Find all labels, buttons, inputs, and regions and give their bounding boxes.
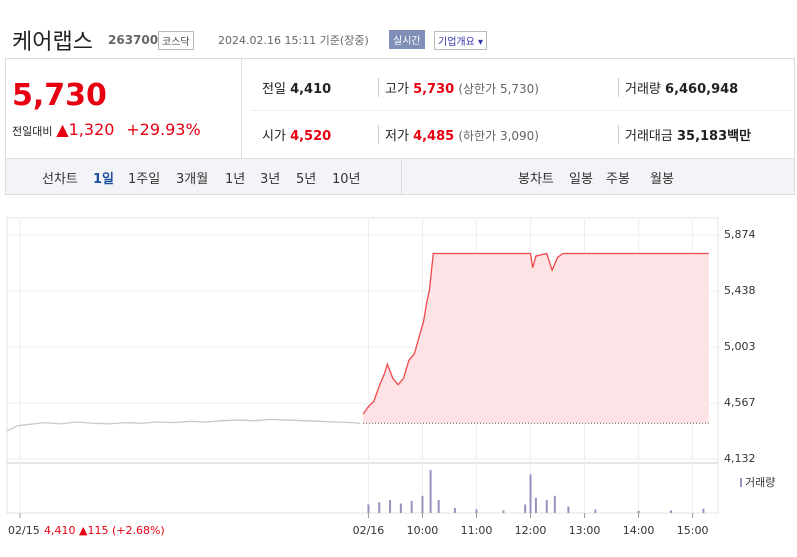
volume-bar [367,504,370,513]
overview-button[interactable]: 기업개요 ▾ [434,31,488,50]
period-tab[interactable]: 1년 [225,172,246,187]
plot-frame [6,217,719,514]
price-line [6,418,361,432]
volume-bar [594,509,597,513]
volume-bar [429,470,432,513]
x-tick-label: 14:00 [623,524,655,537]
stat-value: 5,730 [413,82,455,97]
realtime-badge: 실시간 [389,30,425,49]
stock-name: 케어랩스 [12,30,93,55]
volume-bar [378,502,381,513]
volume-bar [534,497,537,513]
change-row: 전일대비 ▲1,320 +29.93% [12,120,201,139]
divider [401,159,402,194]
volume-bar [637,510,640,513]
period-tab[interactable]: 1일 [93,172,115,187]
time: 2024.02.16 15:11 기준(장중) [218,34,369,47]
volume-bar [421,495,424,513]
stat-value: 4,520 [290,129,332,144]
stat-label: 전일 [262,82,286,97]
stat-label: 시가 [262,129,286,144]
volume-bar [529,474,532,513]
volume-bar [437,500,440,513]
legend-label: 거래량 [745,476,775,489]
stat: 저가 4,485 (하한가 3,090) [378,125,539,144]
x-tick-label: 02/15 [8,524,40,537]
y-tick-label: 4,567 [724,396,756,409]
market-badge: 코스닥 [158,31,194,50]
stat-value: 35,183 [676,129,728,144]
volume-bar [399,503,402,513]
stat-value: 6,460,948 [665,82,739,97]
percent: +29.93% [126,120,201,139]
x-tick-label: 12:00 [515,524,547,537]
stat: 거래량 6,460,948 [618,78,738,97]
volume-bar [524,504,527,513]
divider [252,110,792,111]
summary-change: ▲115 (+2.68%) [79,524,165,537]
stat-value: 4,410 [290,82,332,97]
change-label: 전일대비 [12,125,53,138]
x-tick-label: 13:00 [569,524,601,537]
volume-bar [453,507,456,513]
stat-note: (하한가 3,090) [458,129,539,143]
overview-label: 기업개요 [438,37,475,48]
tab-group-label: 선차트 [42,172,78,187]
volume-bar [567,506,570,513]
area [363,253,709,424]
price: 5,730 [12,78,107,113]
stat-label: 고가 [385,82,409,97]
tab-group-label: 봉차트 [518,172,554,187]
volume-bar [553,495,556,513]
volume-bar [389,500,392,513]
stat-label: 거래대금 [625,129,673,144]
period-tab[interactable]: 3년 [260,172,281,187]
period-tab[interactable]: 1주일 [128,172,161,187]
tab-bar: 선차트 1일 1주일 3개월 1년 3년 5년 10년 봉차트 일봉 주봉 월봉 [5,158,795,195]
summary-close: 4,410 [44,524,76,537]
legend-swatch [740,478,742,487]
x-tick-label: 15:00 [677,524,709,537]
stat: 시가 4,520 [262,125,331,144]
stat: 거래대금 35,183백만 [618,125,751,144]
stock-code: 263700 [108,33,159,47]
stat-value: 4,485 [413,129,455,144]
stat-note: (상한가 5,730) [458,82,539,96]
volume-bar [502,510,505,513]
price-line [362,252,709,415]
candle-tab[interactable]: 주봉 [606,172,630,187]
period-tab[interactable]: 10년 [332,172,361,187]
stat-unit: 백만 [727,129,752,144]
stat: 고가 5,730 (상한가 5,730) [378,78,539,97]
change: 1,320 [68,120,115,139]
volume-bar [475,509,478,513]
volume-bar [702,508,705,513]
volume-bar [410,500,413,513]
period-tab[interactable]: 5년 [296,172,317,187]
stat-label: 저가 [385,129,409,144]
candle-tab[interactable]: 일봉 [569,172,593,187]
y-tick-label: 5,874 [724,228,756,241]
volume-bar [669,510,672,513]
candle-tab[interactable]: 월봉 [650,172,674,187]
stat-label: 거래량 [625,82,661,97]
x-tick-label: 11:00 [461,524,493,537]
volume-bar [545,500,548,513]
period-tab[interactable]: 3개월 [176,172,209,187]
x-tick-label: 02/16 [353,524,385,537]
up-arrow: ▲ [56,120,69,139]
y-tick-label: 4,132 [724,452,756,465]
divider [241,58,242,158]
stat: 전일 4,410 [262,78,331,97]
x-tick-label: 10:00 [407,524,439,537]
y-tick-label: 5,003 [724,340,756,353]
y-tick-label: 5,438 [724,284,756,297]
